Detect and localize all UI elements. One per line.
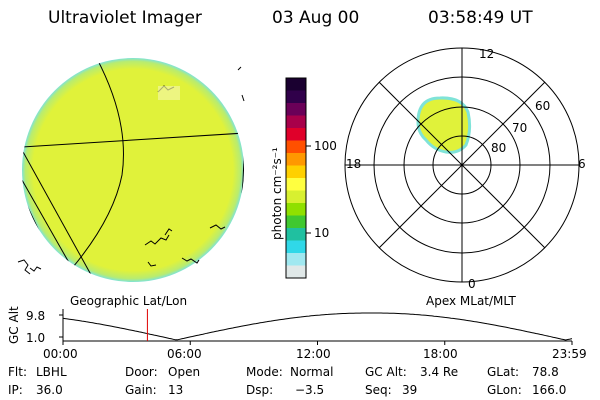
- color-bar-label-100: 100: [314, 139, 337, 153]
- alt-xtick-label-2359: 23:59: [552, 347, 587, 361]
- lat-label-60: 60: [535, 99, 551, 113]
- color-bar-stripe: [286, 90, 306, 104]
- date-label: 03 Aug 00: [272, 8, 360, 28]
- info-seq-value: 39: [402, 383, 418, 397]
- info-glat-value: 78.8: [532, 365, 559, 379]
- info-gcalt-value: 3.4 Re: [420, 365, 459, 379]
- info-glon-label: GLon:: [487, 383, 522, 397]
- info-flt-label: Flt:: [8, 365, 27, 379]
- alt-xtick-label-1800: 18:00: [423, 347, 458, 361]
- color-bar-stripe: [286, 78, 306, 91]
- info-mode-label: Mode:: [246, 365, 283, 379]
- altitude-plot: [59, 309, 573, 345]
- info-dsp-value: −3.5: [295, 383, 325, 397]
- info-gain-value: 13: [168, 383, 184, 397]
- altitude-curve: [62, 312, 573, 341]
- alt-xtick-label-1200: 12:00: [296, 347, 331, 361]
- info-dsp-label: Dsp:: [246, 383, 274, 397]
- color-bar-stripe: [286, 253, 306, 266]
- globe-caption: Geographic Lat/Lon: [70, 294, 188, 308]
- color-bar-stripe: [286, 240, 306, 254]
- info-glon-value: 166.0: [532, 383, 567, 397]
- alt-ylabel: GC Alt: [7, 306, 21, 344]
- polar-plot: [344, 47, 580, 283]
- mlt-label-12: 12: [479, 47, 495, 61]
- color-bar-unit: photon cm⁻²s⁻¹: [270, 147, 284, 240]
- color-bar-stripe: [286, 178, 306, 191]
- alt-ytick-label-low: 1.0: [26, 331, 46, 345]
- color-bar-stripe: [286, 128, 306, 141]
- alt-xtick-label-0600: 06:00: [167, 347, 202, 361]
- color-bar-stripe: [286, 228, 306, 241]
- lat-label-70: 70: [512, 121, 528, 135]
- color-bar-stripe: [286, 215, 306, 229]
- mlt-label-0: 0: [468, 277, 476, 291]
- color-bar-frame: [285, 77, 307, 279]
- info-mode-value: Normal: [290, 365, 334, 379]
- app-title: Ultraviolet Imager: [48, 8, 202, 28]
- info-door-value: Open: [168, 365, 201, 379]
- color-bar-label-10: 10: [314, 226, 330, 240]
- polar-caption: Apex MLat/MLT: [426, 294, 516, 308]
- info-ip-label: IP:: [8, 383, 23, 397]
- info-door-label: Door:: [125, 365, 158, 379]
- info-gcalt-label: GC Alt:: [365, 365, 407, 379]
- globe-disk: [22, 58, 244, 282]
- mlt-line-diag-2: [378, 81, 546, 249]
- lat-label-80: 80: [491, 141, 507, 155]
- color-bar-stripe: [286, 190, 306, 204]
- mlt-label-6: 6: [578, 157, 586, 171]
- color-bar-stripe: [286, 165, 306, 179]
- color-bar-stripe: [286, 103, 306, 116]
- mlt-label-18: 18: [346, 157, 362, 171]
- info-flt-value: LBHL: [36, 365, 67, 379]
- info-glat-label: GLat:: [487, 365, 520, 379]
- color-bar-stripe: [286, 203, 306, 216]
- color-bar-stripe: [286, 265, 306, 279]
- auroral-oval: [416, 96, 472, 154]
- alt-xtick-label-0000: 00:00: [43, 347, 78, 361]
- color-bar-stripe: [286, 153, 306, 166]
- alt-ytick-label-high: 9.8: [26, 309, 46, 323]
- alt-x-ticks: [62, 341, 573, 345]
- time-label: 03:58:49 UT: [428, 8, 533, 28]
- globe-view: [17, 58, 245, 282]
- color-bar: [285, 77, 311, 279]
- info-gain-label: Gain:: [125, 383, 157, 397]
- info-ip-value: 36.0: [36, 383, 63, 397]
- color-bar-stripe: [286, 115, 306, 129]
- color-bar-stripe: [286, 140, 306, 154]
- info-seq-label: Seq:: [365, 383, 392, 397]
